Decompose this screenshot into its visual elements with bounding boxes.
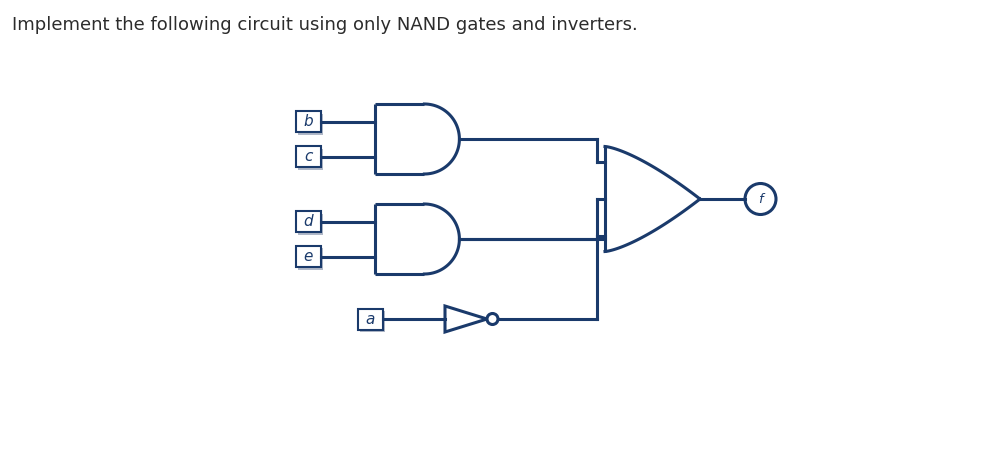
Bar: [358, 309, 383, 330]
Text: e: e: [304, 249, 313, 264]
Bar: [298, 148, 323, 169]
Bar: [296, 246, 320, 267]
Bar: [298, 248, 323, 270]
Bar: [298, 114, 323, 134]
Text: a: a: [365, 311, 375, 326]
Bar: [296, 211, 320, 232]
Bar: [360, 311, 385, 332]
Bar: [296, 111, 320, 132]
Text: d: d: [303, 214, 313, 229]
Text: b: b: [303, 114, 313, 129]
Bar: [298, 213, 323, 235]
Text: f: f: [758, 192, 763, 206]
Bar: [296, 146, 320, 167]
Text: c: c: [304, 149, 313, 164]
Text: Implement the following circuit using only NAND gates and inverters.: Implement the following circuit using on…: [12, 16, 638, 34]
